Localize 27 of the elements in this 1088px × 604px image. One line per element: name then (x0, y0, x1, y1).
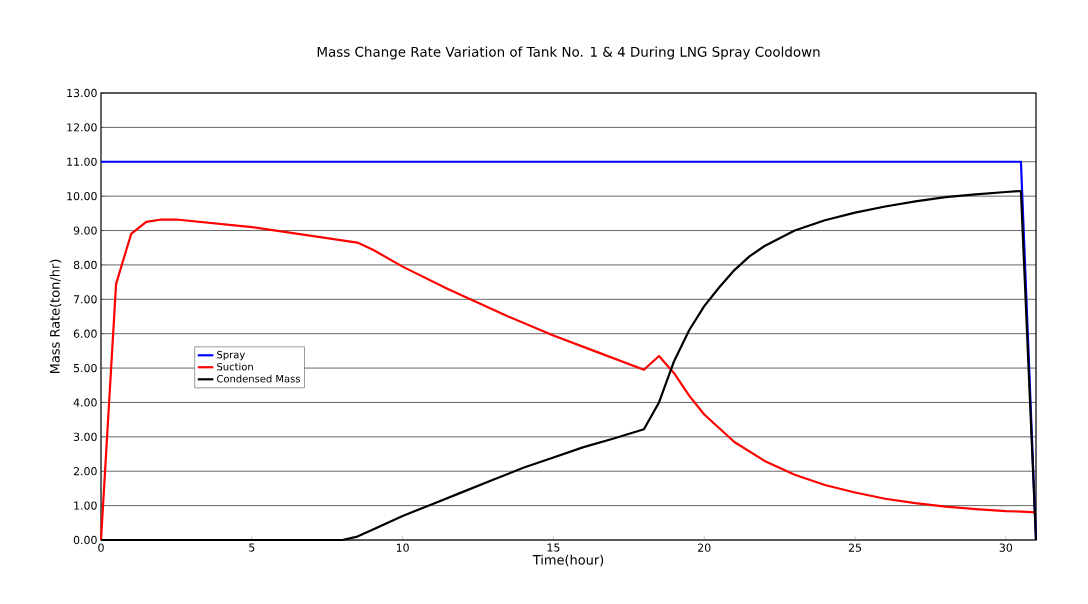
y-tick-label: 0.00 (73, 535, 97, 545)
y-tick-label: 13.00 (67, 88, 97, 98)
y-tick-label: 3.00 (73, 432, 97, 441)
legend-label: Condensed Mass (217, 374, 301, 383)
chart-title: Mass Change Rate Variation of Tank No. 1 & 4 During LNG Spray Cooldown (317, 46, 820, 60)
y-tick-label: 12.00 (67, 123, 97, 132)
y-axis-title: Mass Rate(ton/hr) (49, 259, 62, 374)
x-tick-label: 20 (698, 543, 711, 552)
y-tick-label: 5.00 (73, 363, 97, 373)
x-axis-title: Time(hour) (532, 554, 604, 567)
x-tick-label: 15 (547, 543, 560, 552)
y-tick-label: 2.00 (73, 467, 97, 476)
y-tick-label: 6.00 (73, 329, 97, 338)
y-tick-label: 4.00 (73, 398, 97, 407)
legend-label: Suction (217, 362, 253, 371)
y-tick-label: 11.00 (67, 157, 97, 166)
y-tick-label: 10.00 (67, 192, 97, 201)
y-tick-label: 9.00 (73, 226, 97, 235)
x-tick-label: 25 (848, 543, 862, 552)
y-tick-label: 1.00 (74, 501, 97, 510)
y-tick-label: 8.00 (73, 260, 97, 270)
legend-label: Spray (217, 350, 245, 361)
x-tick-label: 5 (249, 543, 255, 552)
x-tick-label: 30 (999, 543, 1013, 552)
x-tick-label: 10 (396, 543, 409, 552)
y-tick-label: 7.00 (73, 295, 97, 304)
x-tick-label: 0 (98, 543, 104, 552)
